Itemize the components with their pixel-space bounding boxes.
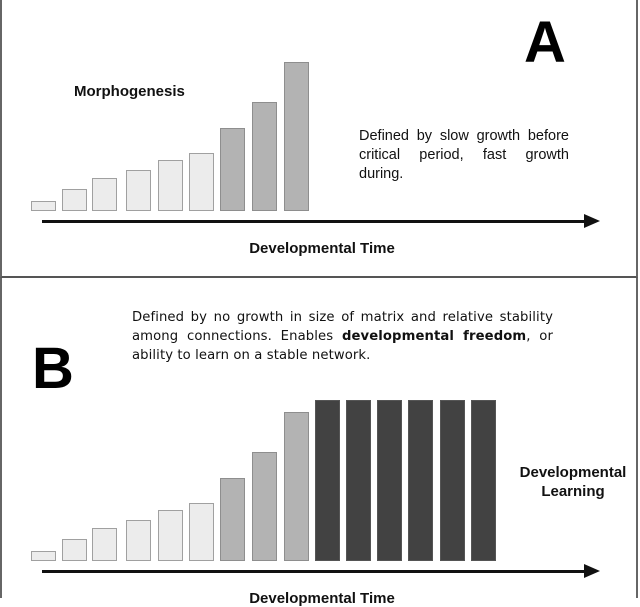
panel-a-axis-label: Developmental Time — [249, 240, 395, 257]
bar-6 — [189, 153, 214, 211]
bar-3 — [92, 528, 117, 561]
bar-3 — [92, 178, 117, 211]
bar-5 — [158, 510, 183, 561]
bar-8 — [252, 452, 277, 561]
bar-1 — [31, 551, 56, 561]
bar-12 — [377, 400, 402, 561]
panel-b-time-axis — [42, 570, 587, 573]
panel-a-description: Defined by slow growth before critical p… — [359, 128, 569, 182]
side-label-line-2: Learning — [541, 483, 605, 500]
bar-9 — [284, 412, 309, 561]
arrow-right-icon — [584, 214, 600, 228]
panel-b-developmental-learning: B Defined by no growth in size of matrix… — [0, 278, 638, 607]
panel-a-letter: A — [524, 10, 566, 75]
bar-6 — [189, 503, 214, 561]
panel-b-axis-label: Developmental Time — [249, 590, 395, 607]
bar-15 — [471, 400, 496, 561]
panel-a-morphogenesis: A Morphogenesis Defined by slow growth b… — [0, 0, 638, 278]
bar-7 — [220, 478, 245, 561]
bar-9 — [284, 62, 309, 211]
bar-4 — [126, 170, 151, 211]
bar-1 — [31, 201, 56, 211]
arrow-right-icon — [584, 564, 600, 578]
panel-a-title: Morphogenesis — [74, 83, 185, 100]
description-text: Defined by no growth in size of matrix a… — [132, 310, 553, 344]
bar-2 — [62, 189, 87, 211]
panel-b-letter: B — [32, 336, 74, 401]
bar-14 — [440, 400, 465, 561]
bar-8 — [252, 102, 277, 211]
description-text-end: , or ability to learn on a stable networ… — [132, 329, 553, 363]
bar-11 — [346, 400, 371, 561]
panel-a-time-axis — [42, 220, 587, 223]
bar-10 — [315, 400, 340, 561]
bar-2 — [62, 539, 87, 561]
description-emphasis: developmental freedom — [341, 329, 527, 344]
side-label-line-1: Developmental — [519, 464, 627, 481]
bar-7 — [220, 128, 245, 211]
panel-b-side-label: Developmental Learning — [508, 463, 638, 501]
panel-b-description: Defined by no growth in size of matrix a… — [132, 308, 553, 365]
bar-5 — [158, 160, 183, 211]
bar-4 — [126, 520, 151, 561]
bar-13 — [408, 400, 433, 561]
